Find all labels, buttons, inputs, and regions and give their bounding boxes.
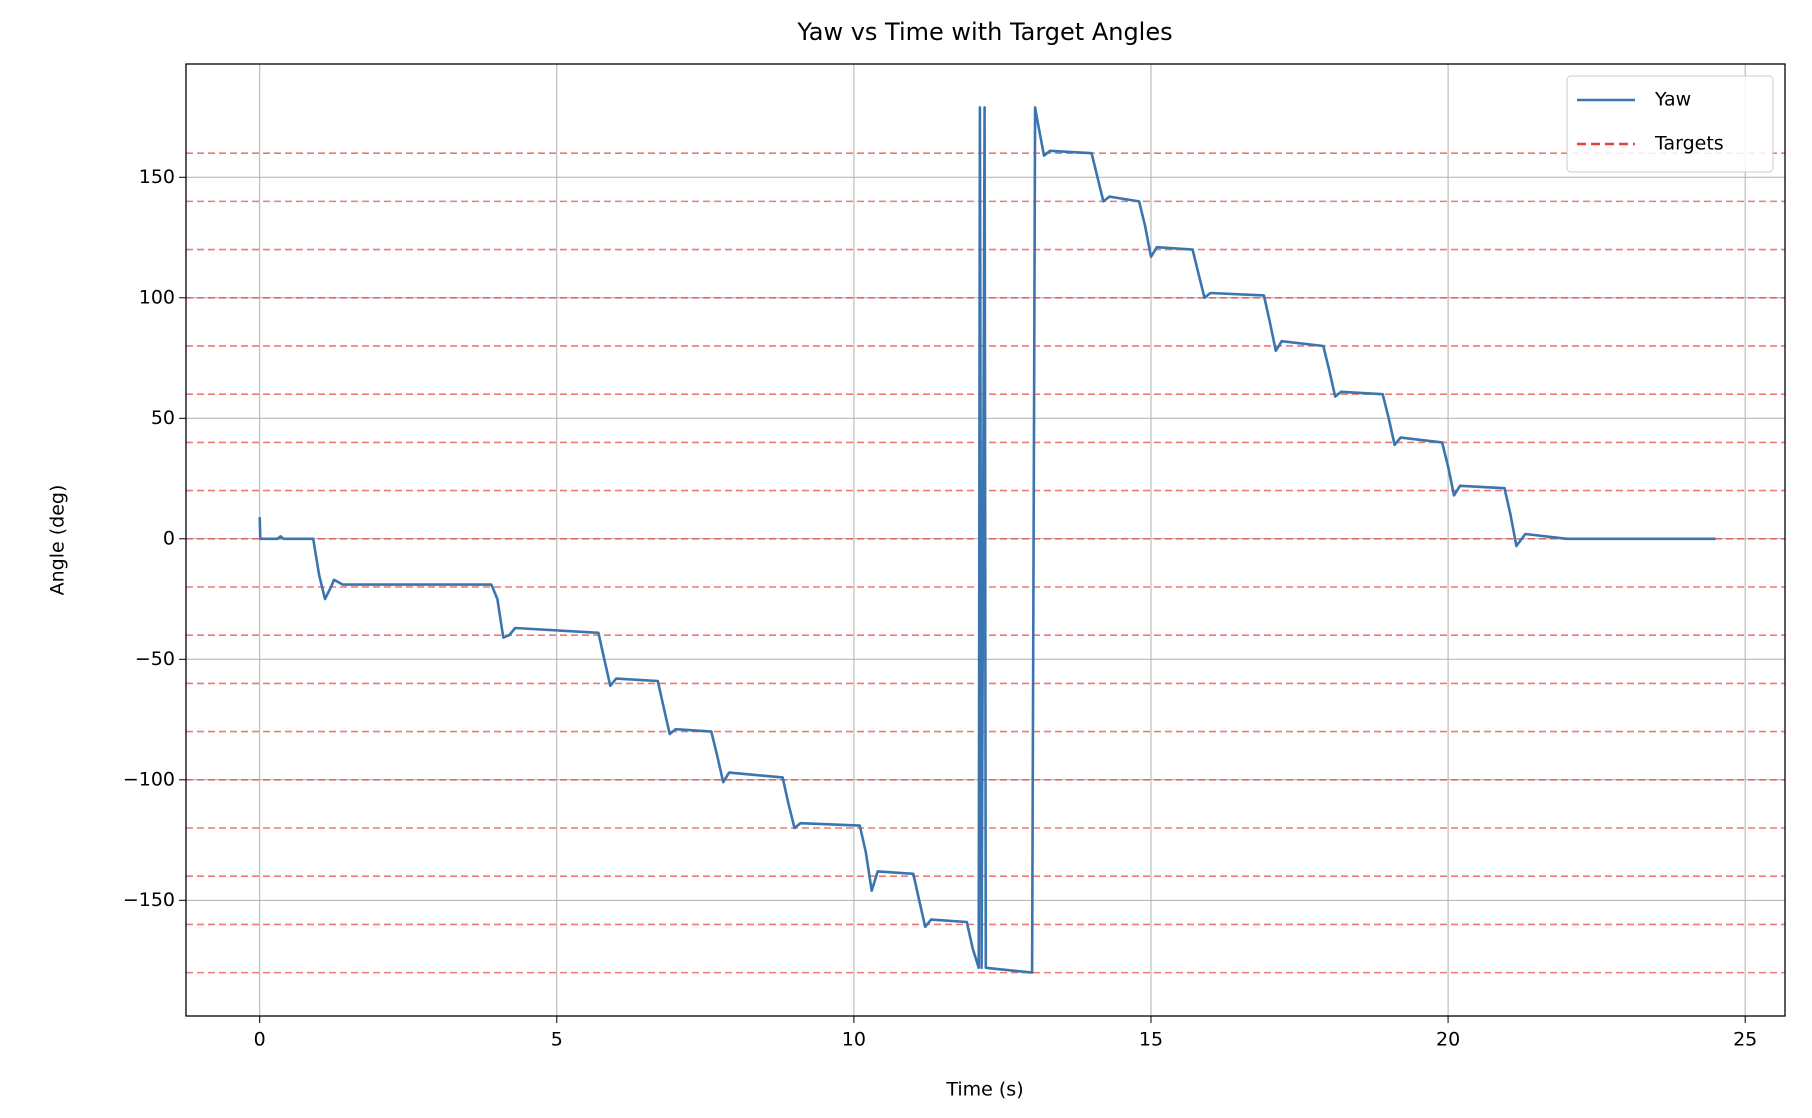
plot-frame xyxy=(185,63,1786,1017)
x-tick-label: 20 xyxy=(1436,1029,1460,1051)
x-tick-label: 10 xyxy=(842,1029,866,1051)
chart-title: Yaw vs Time with Target Angles xyxy=(796,18,1172,46)
x-axis-label: Time (s) xyxy=(945,1079,1023,1101)
y-tick-label: 100 xyxy=(139,286,175,308)
y-tick-label: 50 xyxy=(151,407,175,429)
y-axis-label: Angle (deg) xyxy=(47,485,69,596)
legend: Yaw Targets xyxy=(1566,75,1774,173)
legend-label: Targets xyxy=(1654,133,1724,155)
x-tick-label: 5 xyxy=(551,1029,563,1051)
y-tick-label: 150 xyxy=(139,166,175,188)
y-tick-label: −50 xyxy=(135,648,175,670)
x-tick-label: 25 xyxy=(1733,1029,1757,1051)
x-tick-label: 0 xyxy=(254,1029,266,1051)
y-tick-label: 0 xyxy=(163,527,175,549)
x-tick-label: 15 xyxy=(1139,1029,1163,1051)
legend-label: Yaw xyxy=(1654,89,1691,111)
y-tick-label: −150 xyxy=(123,889,175,911)
y-tick-label: −100 xyxy=(123,768,175,790)
yaw-line xyxy=(258,106,1716,974)
